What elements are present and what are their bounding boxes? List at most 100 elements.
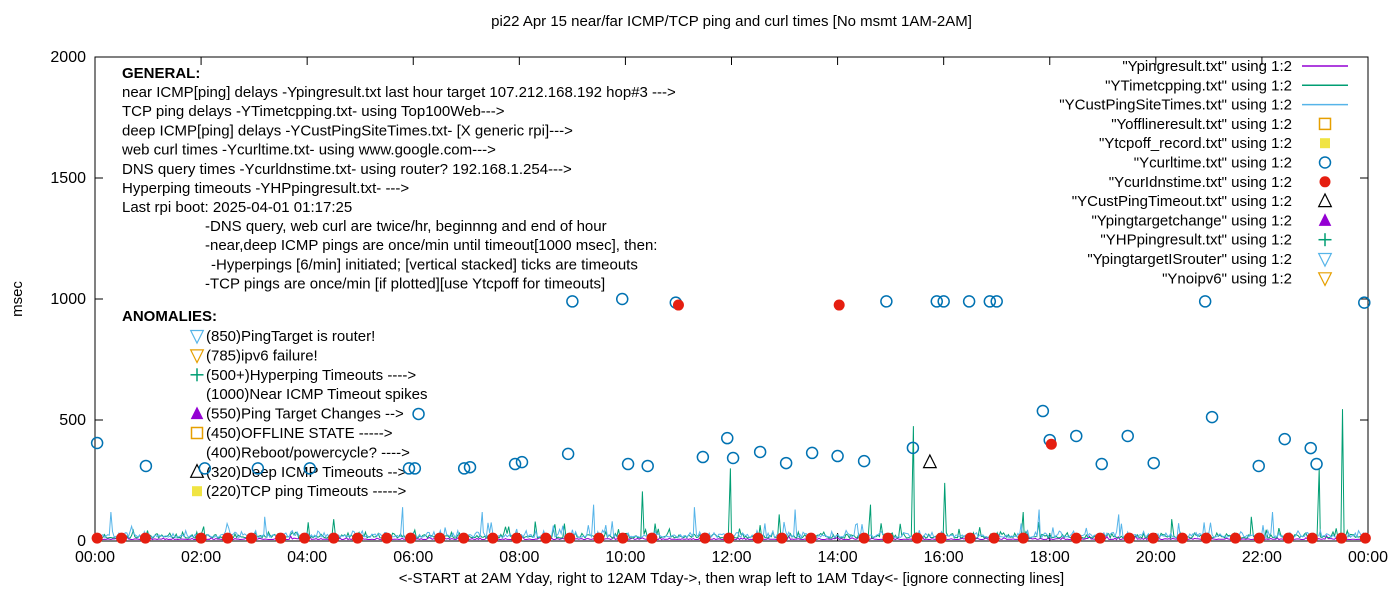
circle-filled-marker — [381, 532, 393, 544]
circle-filled-marker — [723, 532, 735, 544]
x-tick-label: 12:00 — [711, 549, 751, 566]
circle-filled-marker — [1094, 532, 1106, 544]
x-tick-label: 00:00 — [75, 549, 115, 566]
circle-filled-marker — [116, 532, 128, 544]
x-tick-label: 06:00 — [393, 549, 433, 566]
circle-open-marker — [906, 441, 920, 455]
x-tick-label: 18:00 — [1030, 549, 1070, 566]
square-filled-marker — [1320, 138, 1330, 149]
anomaly-item: (400)Reboot/powercycle? ----> — [206, 444, 410, 461]
circle-filled-marker — [245, 532, 257, 544]
circle-open-marker — [402, 462, 416, 475]
plot-annotations: GENERAL: near ICMP[ping] delays -Ypingres… — [121, 65, 676, 500]
triangle-down-open-marker — [1317, 272, 1333, 287]
legend-label: "YcurIdnstime.txt" using 1:2 — [1109, 174, 1292, 191]
circle-filled-marker — [988, 532, 1000, 544]
legend-label: "Ytcpoff_record.txt" using 1:2 — [1099, 135, 1292, 152]
circle-open-marker — [1318, 156, 1332, 169]
circle-filled-marker — [1306, 532, 1318, 544]
circle-open-marker — [1198, 295, 1212, 308]
circle-open-marker — [198, 462, 212, 475]
circle-filled-marker — [487, 532, 499, 544]
x-tick-label: 00:00 — [1348, 549, 1388, 566]
circle-open-marker — [621, 457, 635, 471]
circle-open-marker — [990, 295, 1003, 308]
anomaly-item: (850)PingTarget is router! — [206, 328, 375, 345]
circle-open-marker — [880, 295, 893, 308]
triangle-down-open-marker — [189, 349, 205, 364]
general-note: -near,deep ICMP pings are once/min until… — [205, 237, 657, 254]
circle-open-marker — [831, 449, 844, 463]
y-tick-label: 2000 — [50, 49, 86, 66]
circle-filled-marker — [935, 532, 947, 544]
circle-filled-marker — [1070, 532, 1082, 544]
x-tick-label: 16:00 — [924, 549, 964, 566]
circle-open-marker — [303, 462, 317, 475]
legend-label: "Yofflineresult.txt" using 1:2 — [1111, 116, 1292, 133]
x-tick-label: 10:00 — [605, 549, 645, 566]
circle-open-marker — [1070, 429, 1083, 443]
circle-filled-marker — [1176, 532, 1188, 544]
circle-open-marker — [561, 447, 575, 461]
general-line: deep ICMP[ping] delays -YCustPingSiteTim… — [122, 122, 573, 139]
series-points-YCustPingTimeout.txt — [922, 453, 938, 469]
circle-filled-marker — [1335, 532, 1347, 544]
legend-label: "Ynoipv6" using 1:2 — [1162, 270, 1292, 287]
triangle-up-open-marker — [922, 453, 938, 469]
circle-open-marker — [779, 456, 793, 470]
circle-open-marker — [1121, 429, 1134, 443]
y-axis-label: msec — [8, 281, 26, 317]
legend-label: "YTimetcpping.txt" using 1:2 — [1105, 77, 1292, 94]
circle-filled-marker — [646, 532, 658, 544]
tick-labels: 0 500 1000 1500 2000 00:00 02:00 04:00 06:00 08:0… — [50, 49, 1388, 566]
circle-open-marker — [721, 431, 734, 445]
triangle-up-filled-marker — [190, 406, 204, 420]
circle-filled-marker — [1123, 532, 1135, 544]
x-tick-label: 22:00 — [1242, 549, 1282, 566]
anomaly-item: (1000)Near ICMP Timeout spikes — [206, 386, 427, 403]
circle-open-marker — [408, 462, 422, 475]
circle-open-marker — [1358, 296, 1371, 309]
circle-filled-marker — [1045, 438, 1057, 450]
legend-label: "YpingtargetISrouter" using 1:2 — [1087, 251, 1292, 268]
y-tick-label: 1000 — [50, 291, 86, 308]
triangle-down-open-marker — [189, 329, 205, 345]
circle-open-marker — [412, 407, 425, 421]
anomaly-item: (785)ipv6 failure! — [206, 347, 318, 364]
legend-label: "YHPpingresult.txt" using 1:2 — [1100, 232, 1292, 249]
circle-filled-marker — [1200, 532, 1212, 544]
circle-filled-marker — [275, 532, 287, 544]
legend-label: "YCustPingTimeout.txt" using 1:2 — [1072, 193, 1292, 210]
circle-filled-marker — [1253, 532, 1265, 544]
general-note: -Hyperpings [6/min] initiated; [vertical… — [211, 256, 638, 273]
circle-open-marker — [1095, 457, 1108, 471]
legend-label: "Ypingresult.txt" using 1:2 — [1122, 58, 1292, 75]
anomaly-item: (500+)Hyperping Timeouts ----> — [206, 367, 416, 384]
circle-open-marker — [696, 450, 710, 464]
circle-open-marker — [983, 295, 997, 308]
x-tick-label: 02:00 — [181, 549, 221, 566]
chart-title: pi22 Apr 15 near/far ICMP/TCP ping and c… — [491, 13, 972, 30]
square-open-marker — [1318, 117, 1332, 131]
circle-filled-marker — [617, 532, 629, 544]
circle-open-marker — [139, 459, 153, 473]
circle-filled-marker — [328, 532, 340, 544]
anomaly-item: (220)TCP ping Timeouts -----> — [206, 483, 406, 500]
triangle-down-open-marker — [1317, 252, 1333, 268]
general-note: -TCP pings are once/min [if plotted][use… — [205, 276, 605, 293]
anomaly-item: (450)OFFLINE STATE -----> — [206, 425, 393, 442]
triangle-up-filled-marker — [1318, 213, 1332, 226]
circle-filled-marker — [1017, 532, 1029, 544]
anomalies-heading: ANOMALIES: — [122, 308, 217, 325]
circle-open-marker — [251, 462, 265, 475]
general-heading: GENERAL: — [122, 65, 200, 82]
circle-filled-marker — [911, 532, 923, 544]
series-points-YcurIdnstime.txt — [91, 299, 1371, 544]
circle-filled-marker — [139, 532, 151, 544]
x-tick-label: 08:00 — [499, 549, 539, 566]
circle-filled-marker — [1229, 532, 1241, 544]
circle-open-marker — [508, 457, 522, 471]
circle-open-marker — [1304, 441, 1317, 455]
circle-filled-marker — [511, 532, 523, 544]
